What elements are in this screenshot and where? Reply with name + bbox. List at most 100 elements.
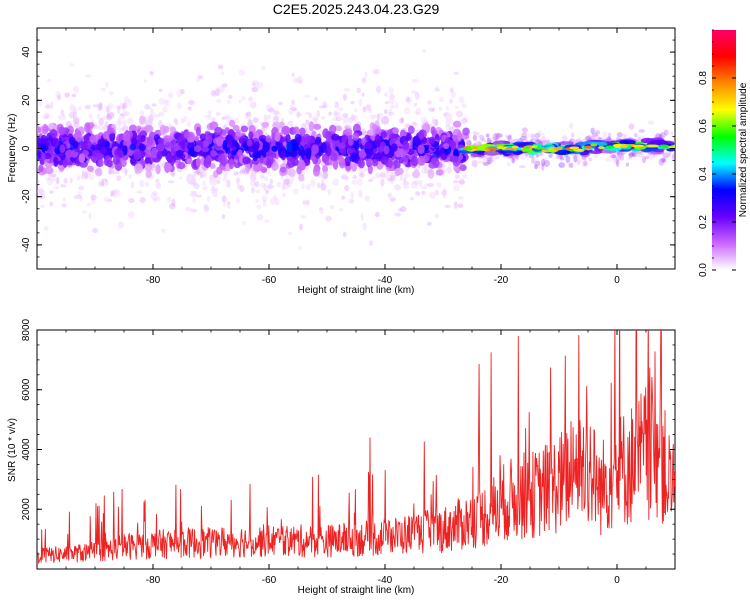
- heatmap-speckle: [393, 212, 401, 217]
- heatmap-speckle: [155, 178, 160, 183]
- heatmap-speckle: [405, 97, 412, 104]
- heatmap-speckle: [221, 214, 226, 220]
- x-tick-label: -40: [378, 275, 393, 286]
- heatmap-speckle: [479, 134, 485, 141]
- heatmap-speckle: [127, 174, 133, 180]
- heatmap-speckle: [195, 169, 201, 174]
- heatmap-blob: [459, 164, 467, 172]
- heatmap-speckle: [413, 123, 419, 127]
- heatmap-blob: [428, 136, 435, 146]
- heatmap-speckle: [448, 126, 455, 133]
- heatmap-speckle: [581, 162, 589, 168]
- heatmap-speckle: [322, 104, 329, 109]
- heatmap-speckle: [203, 203, 209, 210]
- heatmap-speckle: [84, 74, 92, 78]
- heatmap-speckle: [104, 120, 109, 128]
- heatmap-speckle: [148, 106, 153, 111]
- heatmap-speckle: [458, 180, 466, 185]
- heatmap-speckle: [371, 176, 377, 180]
- heatmap-speckle: [266, 184, 274, 189]
- heatmap-speckle: [429, 191, 436, 199]
- heatmap-blob: [262, 141, 270, 153]
- heatmap-speckle: [495, 156, 499, 160]
- heatmap-speckle: [49, 173, 57, 178]
- heatmap-speckle: [139, 197, 146, 204]
- heatmap-speckle: [423, 163, 427, 171]
- heatmap-speckle: [518, 165, 526, 169]
- heatmap-speckle: [81, 210, 88, 214]
- heatmap-speckle: [105, 105, 110, 113]
- heatmap-speckle: [55, 176, 60, 185]
- heatmap-speckle: [124, 168, 128, 176]
- heatmap-speckle: [394, 184, 401, 191]
- heatmap-speckle: [121, 104, 126, 111]
- heatmap-blob: [95, 153, 104, 160]
- heatmap-speckle: [107, 103, 114, 110]
- heatmap-blob: [311, 144, 319, 155]
- heatmap-blob: [84, 122, 91, 133]
- heatmap-speckle: [175, 121, 179, 126]
- heatmap-speckle: [477, 132, 481, 138]
- heatmap-blob: [195, 157, 201, 168]
- heatmap-core: [667, 145, 675, 149]
- heatmap-blob: [412, 136, 420, 144]
- heatmap-speckle: [333, 110, 339, 117]
- heatmap-speckle: [292, 77, 299, 84]
- heatmap-speckle: [486, 139, 493, 144]
- heatmap-blob: [375, 139, 381, 147]
- heatmap-speckle: [72, 85, 80, 94]
- heatmap-speckle: [332, 178, 339, 186]
- snr-panel: -80 -60 -40 -20 0 2000 4000 6000 8000 Height of…: [7, 318, 676, 596]
- heatmap-blob: [193, 145, 202, 153]
- heatmap-speckle: [202, 180, 206, 186]
- heatmap-blob: [387, 158, 393, 169]
- heatmap-blob: [371, 158, 379, 167]
- heatmap-speckle: [64, 92, 71, 98]
- heatmap-speckle: [259, 182, 266, 188]
- heatmap-speckle: [267, 114, 271, 120]
- heatmap-speckle: [325, 215, 332, 222]
- heatmap-speckle: [404, 172, 410, 179]
- heatmap-speckle: [568, 123, 574, 130]
- heatmap-speckle: [421, 166, 428, 175]
- heatmap-speckle: [444, 204, 451, 209]
- heatmap-blob: [364, 142, 373, 150]
- heatmap-speckle: [375, 172, 382, 179]
- heatmap-speckle: [238, 69, 245, 76]
- colorbar-tick-label: 0.2: [698, 215, 709, 229]
- heatmap-speckle: [431, 116, 436, 125]
- heatmap-speckle: [424, 183, 429, 187]
- heatmap-speckle: [400, 206, 407, 213]
- heatmap-speckle: [543, 159, 550, 167]
- heatmap-speckle: [555, 155, 563, 160]
- heatmap-blob: [44, 166, 54, 175]
- heatmap-speckle: [388, 87, 394, 95]
- heatmap-speckle: [486, 157, 493, 165]
- heatmap-speckle: [434, 118, 439, 127]
- heatmap-speckle: [305, 119, 309, 125]
- heatmap-blob: [144, 124, 154, 133]
- y-tick-label: 6000: [21, 378, 32, 401]
- heatmap-speckle: [79, 196, 83, 202]
- heatmap-speckle: [121, 114, 126, 120]
- heatmap-blob: [285, 133, 291, 145]
- heatmap-blob: [279, 166, 287, 173]
- heatmap-speckle: [210, 89, 216, 96]
- heatmap-speckle: [342, 93, 348, 101]
- heatmap-blob: [666, 148, 675, 152]
- heatmap-blob: [445, 112, 453, 124]
- heatmap-blob: [394, 167, 401, 177]
- heatmap-blob: [453, 148, 459, 158]
- heatmap-speckle: [387, 177, 393, 182]
- heatmap-speckle: [221, 195, 227, 203]
- heatmap-blob: [298, 173, 305, 182]
- heatmap-blob: [147, 138, 156, 148]
- heatmap-speckle: [189, 190, 197, 198]
- heatmap-speckle: [374, 211, 380, 218]
- heatmap-speckle: [411, 78, 419, 83]
- heatmap-speckle: [615, 159, 620, 168]
- heatmap-speckle: [221, 116, 228, 120]
- heatmap-speckle: [343, 120, 348, 125]
- heatmap-speckle: [356, 87, 362, 94]
- heatmap-blob: [105, 155, 111, 162]
